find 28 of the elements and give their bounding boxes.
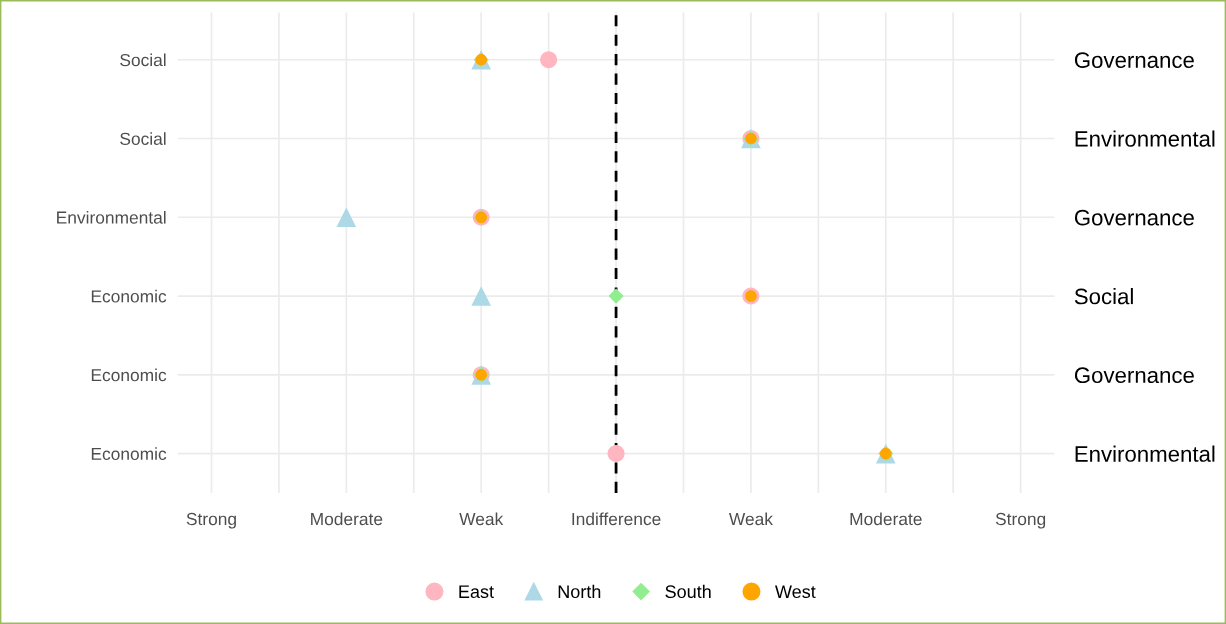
legend-label: South [665,584,711,599]
point [607,445,625,463]
y2-tick-label: Governance [1074,52,1194,69]
y-tick-label: Economic [91,289,167,303]
y2-tick-label: Governance [1074,209,1194,226]
y2-tick-label: Social [1074,287,1133,305]
text: Weak [728,512,773,526]
legend-label: East [459,585,494,599]
text: Weak [459,512,504,526]
point [540,51,558,69]
point [471,286,492,306]
point [336,207,357,228]
y2-tick-label: Environmental [1075,445,1215,462]
y2-tick-label: Governance [1074,367,1194,384]
y-tick-label: Economic [91,368,167,382]
text: Moderate [850,512,922,526]
y-tick-label: Economic [91,447,167,461]
y-tick-label: Social [120,53,166,67]
text: Strong [995,512,1046,529]
legend-label: North [558,584,601,599]
point [608,288,624,304]
y-tick-label: Social [120,132,166,145]
y2-tick-label: Environmental [1075,130,1215,147]
y-tick-label: Environmental [57,210,166,224]
text: Indifference [572,512,661,526]
text: Moderate [311,512,383,526]
text: Strong [186,512,236,529]
legend-label: West [775,585,816,599]
